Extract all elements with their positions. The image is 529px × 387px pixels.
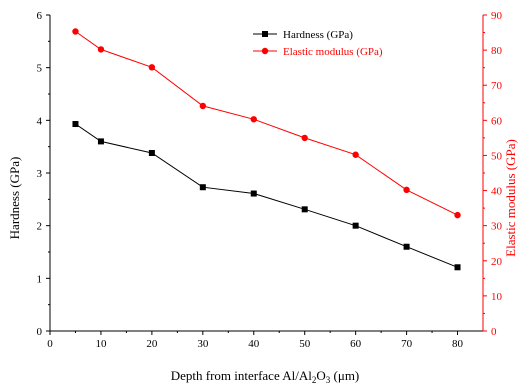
x-axis-title-subscript: 2 xyxy=(312,375,317,385)
x-tick-label: 0 xyxy=(47,338,53,350)
data-point-hardness xyxy=(301,206,308,213)
data-point-hardness xyxy=(250,190,257,197)
x-tick-label: 50 xyxy=(299,338,311,350)
y-tick-label-right: 10 xyxy=(491,291,503,303)
plot-area: 0 10 20 30 40 50 60 70 8001234560102030405060708… xyxy=(37,10,503,350)
data-point-hardness xyxy=(148,149,155,156)
y-tick-label-right: 20 xyxy=(491,256,503,268)
y-tick-label-right: 40 xyxy=(491,186,503,198)
legend-marker-modulus xyxy=(261,47,269,55)
data-point-hardness xyxy=(352,222,359,229)
y-tick-label-right: 0 xyxy=(491,326,497,338)
legend-marker-hardness xyxy=(262,31,268,37)
x-tick-label: 40 xyxy=(248,338,260,350)
legend: Hardness (GPa) Elastic modulus (GPa) xyxy=(253,29,383,58)
data-point-hardness xyxy=(454,264,461,271)
x-tick-label: 60 xyxy=(350,338,362,350)
data-point-modulus xyxy=(454,211,461,219)
data-point-modulus xyxy=(199,102,207,110)
data-point-modulus xyxy=(72,28,79,35)
x-tick-label: 10 xyxy=(95,338,107,350)
data-point-hardness xyxy=(97,138,104,145)
y-tick-label-right: 50 xyxy=(491,150,503,162)
x-axis-title: Depth from interface Al/Al2O3 (μm) xyxy=(171,368,360,385)
y-axis-title-right: Elastic modulus (GPa) xyxy=(503,139,518,257)
y-tick-label-left: 3 xyxy=(37,168,43,180)
y-axis-title-left: Hardness (GPa) xyxy=(7,157,22,240)
y-tick-label-left: 6 xyxy=(37,10,43,22)
x-tick-label: 70 xyxy=(401,338,413,350)
x-axis-title-part: (μm) xyxy=(330,368,359,383)
x-tick-label: 80 xyxy=(452,338,464,350)
data-point-hardness xyxy=(199,184,206,191)
x-axis-title-part: Depth from interface Al/Al xyxy=(171,368,313,383)
y-tick-label-right: 70 xyxy=(491,80,503,92)
x-axis-title-part: O xyxy=(316,368,325,383)
data-point-modulus xyxy=(301,134,308,142)
data-point-modulus xyxy=(352,151,359,158)
y-tick-label-left: 2 xyxy=(37,221,43,233)
x-axis-title-subscript: 3 xyxy=(326,375,331,385)
x-tick-label: 20 xyxy=(146,338,158,350)
y-tick-label-right: 80 xyxy=(491,45,503,57)
data-point-modulus xyxy=(250,116,257,123)
data-point-modulus xyxy=(97,46,105,53)
legend-label-hardness: Hardness (GPa) xyxy=(283,29,353,41)
x-tick-label: 30 xyxy=(197,338,209,350)
y-tick-label-right: 60 xyxy=(491,115,503,127)
data-point-hardness xyxy=(72,121,79,128)
y-tick-label-left: 5 xyxy=(37,63,43,75)
data-point-modulus xyxy=(148,64,156,71)
y-tick-label-left: 4 xyxy=(37,115,43,127)
y-tick-label-right: 30 xyxy=(491,221,503,233)
legend-label-modulus: Elastic modulus (GPa) xyxy=(283,46,383,58)
y-tick-label-left: 0 xyxy=(37,326,43,338)
data-point-hardness xyxy=(403,243,410,250)
data-point-modulus xyxy=(403,186,410,194)
y-tick-label-left: 1 xyxy=(37,273,43,285)
y-tick-label-right: 90 xyxy=(491,10,503,22)
